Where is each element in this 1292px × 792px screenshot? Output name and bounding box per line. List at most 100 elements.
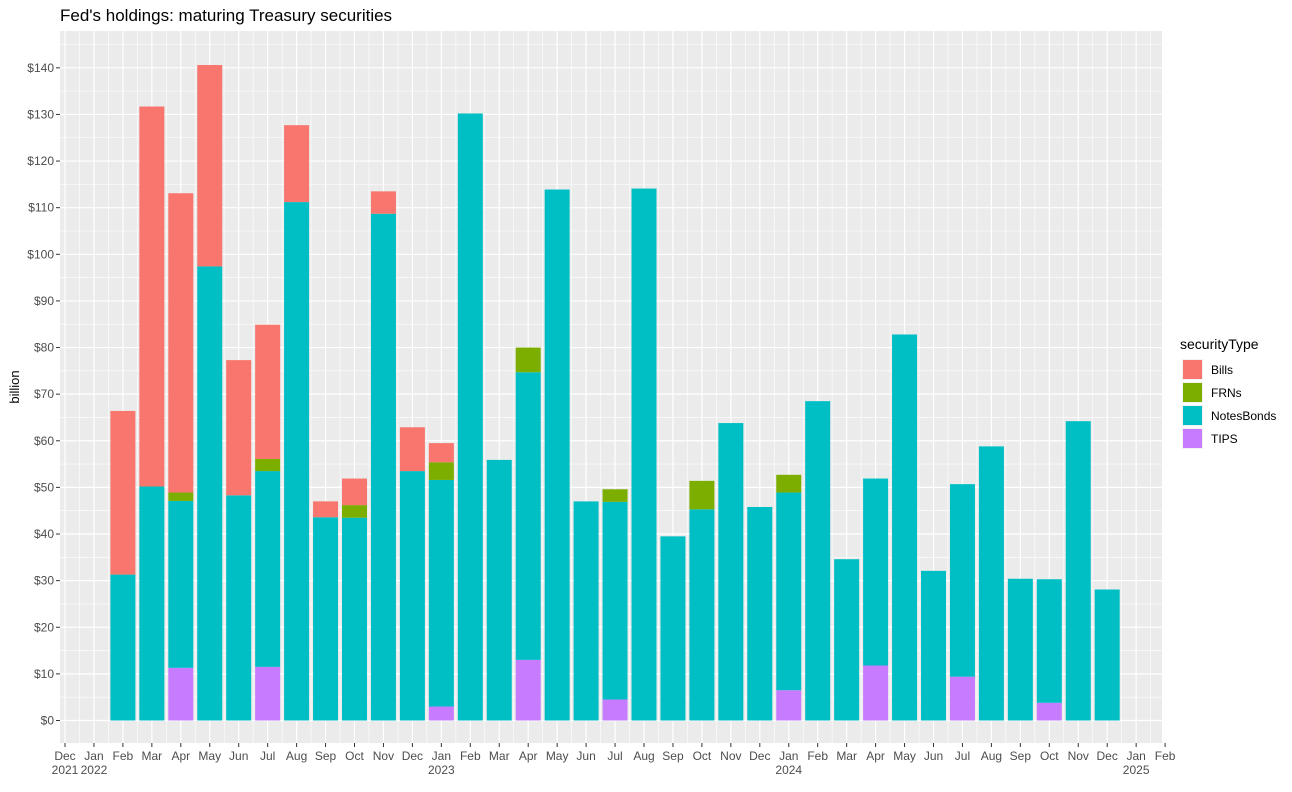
x-tick-label: Oct	[1040, 749, 1059, 763]
x-tick-label: Jun	[576, 749, 595, 763]
bar-segment-notesbonds-2022-04	[168, 500, 194, 668]
x-tick-label: Dec	[749, 749, 770, 763]
x-tick-label: Nov	[1068, 749, 1089, 763]
y-tick-label: $100	[27, 247, 54, 261]
x-tick-label: Nov	[373, 749, 394, 763]
x-tick-label: Aug	[286, 749, 307, 763]
x-tick-year-label: 2025	[1123, 763, 1150, 777]
legend-label-notesbonds: NotesBonds	[1211, 409, 1276, 423]
x-tick-label: Apr	[519, 749, 538, 763]
bar-segment-bills-2022-05	[197, 65, 223, 267]
legend-swatch-notesbonds	[1183, 406, 1202, 425]
legend-label-frns: FRNs	[1211, 386, 1242, 400]
bar-segment-notesbonds-2022-03	[139, 486, 165, 721]
bar-segment-notesbonds-2022-10	[342, 517, 367, 721]
x-tick-label: Feb	[807, 749, 828, 763]
x-tick-label: Jan	[432, 749, 451, 763]
bar-segment-tips-2023-07	[602, 699, 628, 721]
bar-segment-notesbonds-2022-06	[226, 495, 252, 721]
x-tick-label: Mar	[836, 749, 857, 763]
y-tick-label: $20	[34, 620, 54, 634]
bar-segment-tips-2022-04	[168, 667, 194, 721]
bar-segment-bills-2022-08	[284, 125, 310, 203]
x-tick-label: Jun	[229, 749, 248, 763]
y-tick-label: $120	[27, 154, 54, 168]
bar-segment-notesbonds-2022-09	[313, 517, 339, 721]
x-tick-label: Jul	[260, 749, 275, 763]
x-tick-label: Apr	[171, 749, 190, 763]
bar-segment-notesbonds-2024-07	[949, 484, 975, 677]
bar-segment-tips-2022-07	[255, 666, 281, 721]
bar-segment-notesbonds-2024-12	[1094, 589, 1120, 721]
bar-segment-notesbonds-2024-08	[978, 446, 1004, 721]
y-tick-label: $140	[27, 61, 54, 75]
y-tick-label: $80	[34, 341, 54, 355]
x-tick-year-label: 2024	[775, 763, 802, 777]
x-tick-label: Sep	[1010, 749, 1032, 763]
bar-segment-notesbonds-2023-12	[747, 506, 773, 721]
bar-segment-tips-2023-01	[428, 706, 454, 721]
bar-segment-notesbonds-2023-05	[544, 189, 570, 721]
x-tick-label: Oct	[345, 749, 364, 763]
bar-segment-notesbonds-2022-05	[197, 266, 223, 721]
x-tick-label: Feb	[1155, 749, 1176, 763]
x-tick-year-label: 2021	[52, 763, 79, 777]
bar-segment-bills-2022-06	[226, 360, 252, 496]
legend-label-bills: Bills	[1211, 363, 1233, 377]
x-tick-label: Jan	[1126, 749, 1145, 763]
bar-segment-notesbonds-2023-02	[457, 113, 483, 721]
bar-segment-bills-2022-09	[313, 501, 339, 518]
bar-segment-frns-2022-07	[255, 458, 281, 472]
bar-segment-notesbonds-2024-06	[921, 570, 946, 721]
bar-segment-notesbonds-2024-01	[776, 492, 802, 691]
bar-segment-notesbonds-2023-06	[573, 501, 599, 721]
bar-segment-notesbonds-2024-11	[1065, 421, 1091, 721]
bar-segment-notesbonds-2023-07	[602, 501, 628, 700]
bar-segment-notesbonds-2023-10	[689, 509, 715, 721]
x-tick-label: May	[198, 749, 221, 763]
bar-segment-bills-2022-10	[342, 478, 367, 506]
bar-segment-notesbonds-2024-09	[1007, 578, 1033, 721]
bar-segment-notesbonds-2022-08	[284, 202, 310, 721]
bar-segment-frns-2024-01	[776, 474, 802, 493]
y-tick-label: $0	[41, 714, 55, 728]
bar-segment-notesbonds-2024-03	[834, 559, 860, 721]
x-tick-label: Sep	[662, 749, 684, 763]
bar-segment-notesbonds-2022-12	[399, 471, 425, 721]
legend-swatch-frns	[1183, 383, 1202, 402]
y-tick-label: $30	[34, 574, 54, 588]
x-tick-label: Mar	[489, 749, 510, 763]
y-axis: $0 $10 $20 $30 $40 $50 $60 $70 $80 $90 $100 $110 $12…	[27, 61, 60, 728]
x-tick-year-label: 2022	[81, 763, 108, 777]
x-tick-label: Aug	[633, 749, 654, 763]
bar-segment-tips-2023-04	[515, 659, 541, 721]
legend: securityType Bills FRNs NotesBonds TIPS	[1180, 336, 1276, 449]
y-tick-label: $70	[34, 387, 54, 401]
bar-segment-bills-2022-07	[255, 324, 281, 459]
bar-segment-frns-2023-10	[689, 480, 715, 510]
bar-segment-bills-2022-11	[370, 191, 396, 214]
x-tick-label: Dec	[402, 749, 423, 763]
bar-segment-bills-2022-02	[110, 410, 136, 575]
x-tick-label: Jan	[84, 749, 103, 763]
bar-segment-frns-2023-01	[428, 462, 454, 480]
bar-segment-notesbonds-2024-04	[863, 478, 889, 666]
y-tick-label: $110	[28, 201, 54, 215]
y-tick-label: $50	[34, 480, 54, 494]
bar-segment-notesbonds-2024-05	[892, 334, 918, 721]
bar-segment-frns-2023-04	[515, 347, 541, 373]
x-tick-label: Jan	[779, 749, 798, 763]
x-tick-label: Nov	[720, 749, 741, 763]
bar-segment-notesbonds-2023-08	[631, 188, 657, 721]
legend-swatch-bills	[1183, 360, 1202, 379]
bar-segment-bills-2022-03	[139, 106, 165, 487]
x-tick-label: Dec	[1097, 749, 1118, 763]
bar-segment-notesbonds-2023-11	[718, 423, 744, 721]
bar-segment-tips-2024-01	[776, 690, 802, 721]
x-tick-label: Dec	[54, 749, 75, 763]
bar-segment-frns-2022-04	[168, 492, 194, 501]
legend-title: securityType	[1180, 336, 1259, 352]
y-tick-label: $10	[34, 667, 54, 681]
